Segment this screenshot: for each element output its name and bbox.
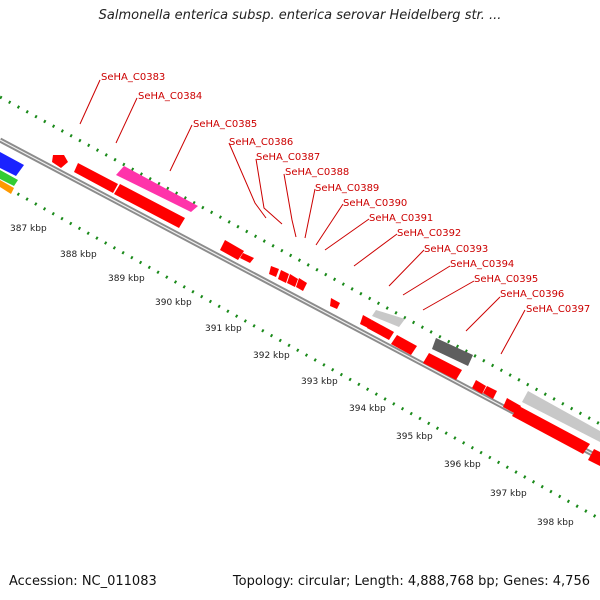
gene-label[interactable]: SeHA_C0395 [474, 274, 538, 285]
gene-label[interactable]: SeHA_C0391 [369, 213, 433, 224]
kbp-label: 393 kbp [301, 377, 338, 387]
kbp-label: 388 kbp [60, 250, 97, 260]
gene-feature[interactable] [512, 406, 590, 454]
gene-label[interactable]: SeHA_C0393 [424, 244, 488, 255]
kbp-label: 391 kbp [205, 324, 242, 334]
gene-feature[interactable] [296, 278, 307, 291]
kbp-label: 395 kbp [396, 432, 433, 442]
gene-feature[interactable] [522, 391, 600, 442]
gene-feature[interactable] [278, 270, 289, 283]
gene-feature[interactable] [116, 166, 198, 212]
gene-feature[interactable] [269, 266, 279, 277]
gene-feature[interactable] [372, 310, 405, 327]
kbp-label: 396 kbp [444, 460, 481, 470]
gene-label[interactable]: SeHA_C0387 [256, 152, 320, 163]
kbp-label: 390 kbp [155, 298, 192, 308]
topology-text: Topology: circular; Length: 4,888,768 bp… [232, 574, 590, 589]
gene-feature[interactable] [220, 240, 244, 260]
genome-backbone [0, 137, 600, 461]
gene-feature[interactable] [391, 335, 417, 355]
gene-feature[interactable] [330, 298, 340, 309]
gene-feature[interactable] [483, 386, 497, 399]
gene-feature[interactable] [472, 380, 486, 394]
kbp-label: 389 kbp [108, 274, 145, 284]
kbp-label: 387 kbp [10, 224, 47, 234]
kbp-label: 398 kbp [537, 518, 574, 528]
gene-feature[interactable] [240, 253, 254, 263]
gene-label[interactable]: SeHA_C0385 [193, 119, 257, 130]
kbp-label: 392 kbp [253, 351, 290, 361]
gene-feature[interactable] [52, 155, 68, 168]
label-leader-lines [79, 79, 526, 355]
gene-labels: SeHA_C0383 SeHA_C0384 SeHA_C0385 SeHA_C0… [101, 72, 590, 315]
gene-label[interactable]: SeHA_C0388 [285, 167, 349, 178]
kbp-label: 394 kbp [349, 404, 386, 414]
gene-features[interactable] [52, 155, 600, 466]
left-feature-stubs [0, 152, 24, 194]
gene-label[interactable]: SeHA_C0389 [315, 183, 379, 194]
gene-feature[interactable] [588, 449, 600, 466]
inner-tick-track [0, 182, 600, 521]
gene-feature[interactable] [423, 353, 462, 380]
gene-label[interactable]: SeHA_C0392 [397, 228, 461, 239]
outer-tick-track [0, 95, 600, 426]
gene-feature[interactable] [74, 163, 118, 193]
gene-feature[interactable] [432, 338, 473, 366]
accession-text: Accession: NC_011083 [9, 574, 157, 589]
kbp-label: 397 kbp [490, 489, 527, 499]
gene-label[interactable]: SeHA_C0384 [138, 91, 202, 102]
map-title: Salmonella enterica subsp. enterica sero… [98, 8, 502, 23]
gene-label[interactable]: SeHA_C0394 [450, 259, 514, 270]
gene-label[interactable]: SeHA_C0383 [101, 72, 165, 83]
gene-label[interactable]: SeHA_C0386 [229, 137, 293, 148]
gene-feature[interactable] [114, 184, 185, 228]
gene-label[interactable]: SeHA_C0397 [526, 304, 590, 315]
gene-feature[interactable] [367, 320, 394, 340]
kbp-labels: 387 kbp 388 kbp 389 kbp 390 kbp 391 kbp … [10, 224, 574, 528]
gene-feature[interactable] [287, 274, 298, 287]
gene-feature[interactable] [360, 315, 372, 328]
gene-label[interactable]: SeHA_C0390 [343, 198, 407, 209]
gene-label[interactable]: SeHA_C0396 [500, 289, 564, 300]
